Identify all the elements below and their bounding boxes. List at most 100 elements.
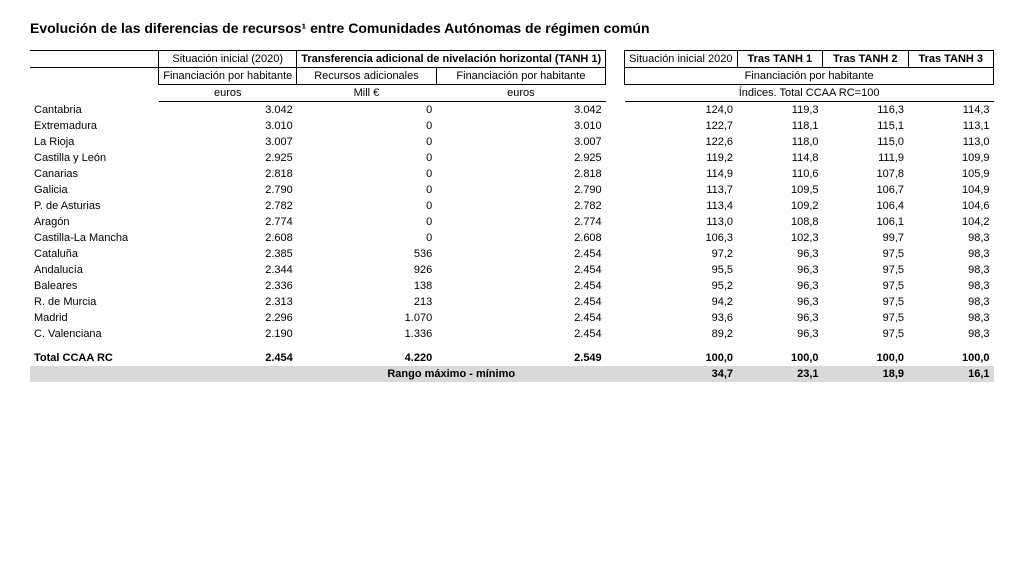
cell: 98,3 — [908, 230, 994, 246]
hdr-situacion-inicial: Situación inicial (2020) — [159, 51, 297, 68]
cell: 0 — [297, 134, 436, 150]
cell: 104,6 — [908, 198, 994, 214]
range-c4: 34,7 — [625, 366, 737, 382]
cell: 2.454 — [436, 294, 605, 310]
cell: 113,4 — [625, 198, 737, 214]
cell: 536 — [297, 246, 436, 262]
hdr-situacion-inicial-b: Situación inicial 2020 — [625, 51, 737, 68]
cell: 2.774 — [436, 214, 605, 230]
hdr-rec-adic: Recursos adicionales — [297, 68, 436, 85]
row-label: Castilla y León — [30, 150, 159, 166]
cell: 94,2 — [625, 294, 737, 310]
row-label: Cataluña — [30, 246, 159, 262]
table-row: Madrid2.2961.0702.45493,696,397,598,3 — [30, 310, 994, 326]
cell: 109,5 — [737, 182, 822, 198]
table-row: Aragón2.77402.774113,0108,8106,1104,2 — [30, 214, 994, 230]
total-c7: 100,0 — [908, 342, 994, 366]
cell: 98,3 — [908, 278, 994, 294]
cell: 97,5 — [823, 262, 908, 278]
table-row: Canarias2.81802.818114,9110,6107,8105,9 — [30, 166, 994, 182]
cell: 96,3 — [737, 278, 822, 294]
table-row: Castilla-La Mancha2.60802.608106,3102,39… — [30, 230, 994, 246]
cell: 2.782 — [159, 198, 297, 214]
hdr-euros-2: euros — [436, 85, 605, 102]
cell: 104,9 — [908, 182, 994, 198]
cell: 0 — [297, 198, 436, 214]
cell: 111,9 — [823, 150, 908, 166]
total-c2: 4.220 — [297, 342, 436, 366]
cell: 0 — [297, 102, 436, 119]
page-title: Evolución de las diferencias de recursos… — [30, 20, 994, 36]
cell: 2.925 — [159, 150, 297, 166]
cell: 118,1 — [737, 118, 822, 134]
hdr-tras-tanh3: Tras TANH 3 — [908, 51, 994, 68]
table-row: Andalucía2.3449262.45495,596,397,598,3 — [30, 262, 994, 278]
cell: 119,2 — [625, 150, 737, 166]
row-label: La Rioja — [30, 134, 159, 150]
cell: 0 — [297, 214, 436, 230]
cell: 2.818 — [436, 166, 605, 182]
cell: 1.336 — [297, 326, 436, 342]
cell: 106,4 — [823, 198, 908, 214]
row-label: Castilla-La Mancha — [30, 230, 159, 246]
range-c5: 23,1 — [737, 366, 822, 382]
cell: 93,6 — [625, 310, 737, 326]
hdr-tanh1-group: Transferencia adicional de nivelación ho… — [297, 51, 606, 68]
cell: 95,2 — [625, 278, 737, 294]
hdr-indices: Índices. Total CCAA RC=100 — [625, 85, 994, 102]
cell: 2.790 — [436, 182, 605, 198]
table-row: Castilla y León2.92502.925119,2114,8111,… — [30, 150, 994, 166]
cell: 2.313 — [159, 294, 297, 310]
cell: 96,3 — [737, 310, 822, 326]
cell: 122,6 — [625, 134, 737, 150]
row-label: Aragón — [30, 214, 159, 230]
hdr-fin-hab-group: Financiación por habitante — [625, 68, 994, 85]
cell: 113,0 — [908, 134, 994, 150]
cell: 97,2 — [625, 246, 737, 262]
cell: 3.010 — [436, 118, 605, 134]
cell: 3.042 — [159, 102, 297, 119]
row-label: Extremadura — [30, 118, 159, 134]
cell: 113,7 — [625, 182, 737, 198]
cell: 96,3 — [737, 246, 822, 262]
data-table: Situación inicial (2020) Transferencia a… — [30, 50, 994, 382]
cell: 3.042 — [436, 102, 605, 119]
table-row: P. de Asturias2.78202.782113,4109,2106,4… — [30, 198, 994, 214]
cell: 2.454 — [436, 310, 605, 326]
cell: 2.385 — [159, 246, 297, 262]
cell: 106,7 — [823, 182, 908, 198]
cell: 104,2 — [908, 214, 994, 230]
cell: 2.608 — [159, 230, 297, 246]
cell: 926 — [297, 262, 436, 278]
cell: 138 — [297, 278, 436, 294]
total-c5: 100,0 — [737, 342, 822, 366]
cell: 3.007 — [159, 134, 297, 150]
total-c3: 2.549 — [436, 342, 605, 366]
table-row: Baleares2.3361382.45495,296,397,598,3 — [30, 278, 994, 294]
hdr-mill: Mill € — [297, 85, 436, 102]
cell: 3.007 — [436, 134, 605, 150]
cell: 2.190 — [159, 326, 297, 342]
range-c6: 18,9 — [823, 366, 908, 382]
cell: 213 — [297, 294, 436, 310]
cell: 115,1 — [823, 118, 908, 134]
cell: 99,7 — [823, 230, 908, 246]
row-label: C. Valenciana — [30, 326, 159, 342]
cell: 114,8 — [737, 150, 822, 166]
cell: 2.818 — [159, 166, 297, 182]
range-label: Rango máximo - mínimo — [297, 366, 606, 382]
hdr-euros-1: euros — [159, 85, 297, 102]
cell: 2.782 — [436, 198, 605, 214]
table-row: C. Valenciana2.1901.3362.45489,296,397,5… — [30, 326, 994, 342]
total-c4: 100,0 — [625, 342, 737, 366]
cell: 116,3 — [823, 102, 908, 119]
table-row: Cataluña2.3855362.45497,296,397,598,3 — [30, 246, 994, 262]
cell: 0 — [297, 118, 436, 134]
cell: 98,3 — [908, 310, 994, 326]
cell: 114,9 — [625, 166, 737, 182]
cell: 98,3 — [908, 246, 994, 262]
cell: 3.010 — [159, 118, 297, 134]
cell: 110,6 — [737, 166, 822, 182]
cell: 2.454 — [436, 278, 605, 294]
cell: 106,1 — [823, 214, 908, 230]
